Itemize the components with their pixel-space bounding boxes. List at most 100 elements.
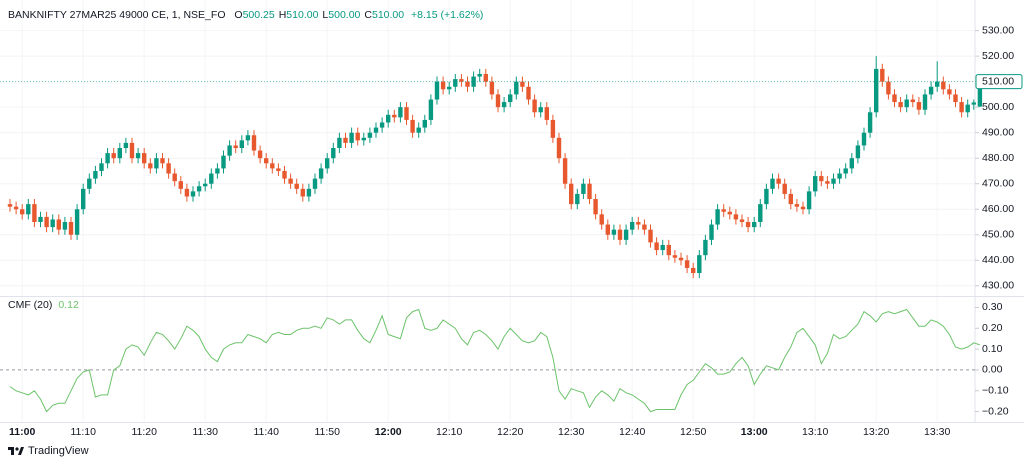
candle-body (68, 222, 74, 235)
y-tick-label: 520.00 (982, 50, 1014, 62)
candle-body (349, 132, 354, 143)
y-tick-label: 470.00 (982, 178, 1014, 190)
candle-body (770, 178, 775, 189)
candle-body (898, 102, 903, 108)
y-tick-label: 500.00 (982, 101, 1014, 113)
candle-body (977, 81, 983, 107)
candle-body (678, 257, 684, 261)
candle-body (434, 81, 440, 100)
candle-body (325, 158, 330, 169)
candle-body (745, 222, 751, 228)
indicator-title: CMF (20) (8, 299, 53, 311)
candle-body (550, 119, 556, 138)
candle-body (776, 178, 781, 184)
candle-body (276, 168, 281, 171)
candle-body (910, 99, 915, 103)
candle-body (922, 94, 928, 110)
candle-body (538, 107, 543, 113)
candle-body (959, 102, 964, 113)
candle-body (44, 216, 49, 228)
candle-body (178, 181, 183, 189)
candle-body (849, 158, 854, 169)
candle-body (282, 170, 287, 179)
y-tick-label: −0.10 (982, 385, 1009, 397)
candle-body (843, 168, 848, 174)
x-tick-label: 13:20 (863, 426, 889, 438)
candle-body (148, 163, 153, 169)
candle-body (935, 81, 940, 87)
candle-body (337, 137, 342, 148)
candle-body (318, 168, 324, 179)
candle-body (471, 76, 476, 87)
y-tick-label: 0.20 (982, 322, 1003, 334)
candle-body (562, 158, 568, 184)
candle-body (581, 183, 586, 194)
candle-body (544, 107, 549, 120)
x-tick-label: 13:10 (802, 426, 828, 438)
candle-body (666, 244, 671, 256)
candle-body (13, 206, 19, 210)
candle-body (62, 222, 68, 230)
candle-body (392, 114, 397, 118)
candle-body (459, 79, 464, 82)
candle-body (288, 178, 293, 184)
candle-body (709, 224, 714, 240)
candle-body (599, 214, 604, 225)
candle-body (611, 229, 617, 235)
candle-body (697, 255, 702, 274)
candle-body (764, 188, 769, 205)
indicator-value: 0.12 (58, 299, 79, 311)
legend-value: 510.00 (286, 9, 319, 21)
candle-body (251, 135, 257, 151)
candle-body (489, 81, 495, 95)
candle-body (135, 153, 141, 159)
candle-body (532, 99, 537, 113)
candle-body (440, 81, 446, 90)
candle-body (526, 86, 531, 100)
y-tick-label: 480.00 (982, 152, 1014, 164)
candle-body (233, 145, 238, 148)
candle-body (343, 137, 348, 143)
last-price-label: 510.00 (982, 75, 1014, 87)
y-tick-label: 430.00 (982, 280, 1014, 292)
candle-body (593, 199, 598, 215)
legend-value: 500.00 (328, 9, 361, 21)
candle-body (38, 216, 43, 222)
candle-body (880, 68, 885, 82)
candle-body (398, 107, 403, 118)
candle-body (355, 132, 360, 141)
candle-body (495, 94, 501, 108)
legend-value: 500.25 (242, 9, 275, 21)
candle-body (654, 242, 659, 251)
candle-body (270, 163, 275, 169)
candle-body (569, 183, 574, 205)
candle-body (867, 112, 873, 133)
candle-body (416, 127, 421, 133)
candle-body (874, 68, 879, 113)
x-tick-label: 12:30 (558, 426, 584, 438)
candle-body (142, 153, 147, 164)
candle-body (928, 86, 934, 95)
candle-body (196, 186, 202, 192)
candle-body (721, 209, 726, 212)
last-price-box (975, 74, 1023, 90)
candle-body (26, 204, 31, 215)
y-tick-label: −0.20 (982, 405, 1009, 417)
x-tick-label: 11:00 (9, 426, 35, 438)
candle-body (684, 260, 690, 268)
x-tick-label: 13:00 (741, 426, 768, 438)
candle-body (800, 206, 806, 210)
brand-name: TradingView (28, 445, 89, 457)
candle-body (501, 102, 507, 108)
y-tick-label: 450.00 (982, 229, 1014, 241)
candle-body (971, 102, 976, 105)
candle-body (129, 142, 135, 159)
candle-body (257, 150, 263, 159)
candle-body (154, 158, 159, 169)
candle-body (428, 99, 434, 120)
symbol-header: BANKNIFTY 27MAR25 49000 CE, 1, NSE_FO O5… (8, 9, 483, 21)
candle-body (806, 191, 812, 210)
candle-body (300, 188, 305, 197)
candle-body (105, 153, 110, 164)
candle-body (422, 119, 427, 128)
